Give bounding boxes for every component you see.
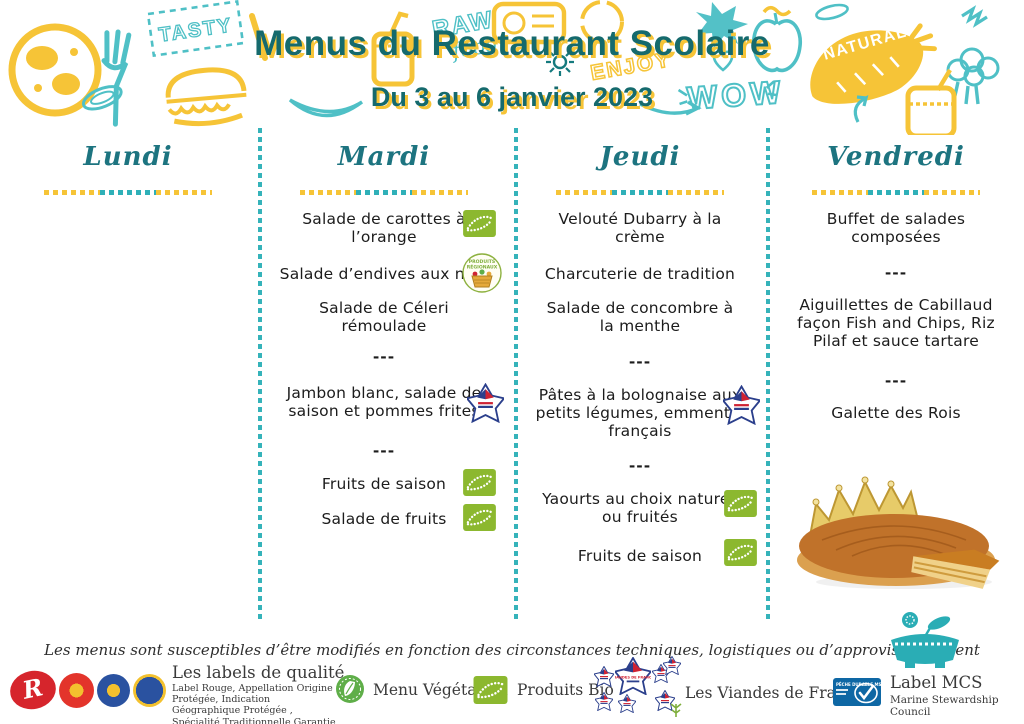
viandes-de-france-icon xyxy=(594,666,614,687)
pizza-doodle xyxy=(8,23,102,117)
page-title: Menus du Restaurant Scolaire xyxy=(254,24,770,63)
wow-doodle: WOW xyxy=(677,73,786,117)
day-header-mardi: Mardi xyxy=(337,142,431,172)
menu-item: Buffet de salades composées xyxy=(826,210,966,247)
sun-doodle xyxy=(546,48,574,76)
broccoli-doodle xyxy=(946,47,1000,105)
burger-doodle xyxy=(165,67,247,127)
banana-doodle xyxy=(288,98,364,118)
column-separator xyxy=(766,128,770,622)
menu-item: Yaourts au choix natures ou fruités xyxy=(542,490,738,527)
menu-item: Fruits de saison xyxy=(321,475,447,493)
splat-doodle xyxy=(696,2,748,48)
apple-doodle xyxy=(751,5,803,73)
column-separator xyxy=(514,128,518,622)
viandes-label: Les Viandes de France xyxy=(685,684,864,702)
viandes-de-france-icon xyxy=(723,385,760,425)
menu-item: Salade de concombre à la menthe xyxy=(546,299,734,336)
footer-disclaimer: Les menus sont susceptibles d’être modif… xyxy=(44,641,980,659)
day-underline xyxy=(300,190,468,195)
day-header-vendredi: Vendredi xyxy=(827,142,965,172)
labels-title: Les labels de qualité xyxy=(172,663,345,682)
viandes-de-france-main-icon: VIANDES DE FRANCE xyxy=(615,657,651,695)
viandes-de-france-icon xyxy=(663,656,681,675)
sprig-doodle xyxy=(670,703,682,717)
course-separator: --- xyxy=(372,442,396,460)
column-vendredi: Vendredi Buffet de salades composées ---… xyxy=(778,130,1014,630)
bio-label: Produits Bio xyxy=(517,681,614,699)
course-separator: --- xyxy=(884,264,908,282)
svg-text:PRODUITS: PRODUITS xyxy=(469,259,496,265)
igp-logo xyxy=(97,674,130,707)
column-lundi: Lundi xyxy=(10,130,246,630)
arrow-doodle xyxy=(639,100,702,116)
day-underline xyxy=(556,190,724,195)
bio-icon xyxy=(463,210,496,237)
jar-doodle xyxy=(905,68,957,135)
msc-logo: PÊCHE DURABLE MSC xyxy=(833,678,881,706)
menu-item: Aiguillettes de Cabillaud façon Fish and… xyxy=(797,296,995,351)
viandes-de-france-icon xyxy=(618,694,636,713)
course-separator: --- xyxy=(884,372,908,390)
svg-text:RÉGIONAUX: RÉGIONAUX xyxy=(467,263,498,271)
bio-icon xyxy=(463,504,496,531)
menu-item: Charcuterie de tradition xyxy=(544,265,736,283)
msc-subtitle: Marine Stewardship Council xyxy=(890,694,999,719)
fry-doodle xyxy=(249,13,268,61)
zigzag-doodle xyxy=(961,5,988,28)
course-separator: --- xyxy=(628,457,652,475)
fork-doodle xyxy=(101,29,132,127)
produits-regionaux-icon: PRODUITS RÉGIONAUX xyxy=(462,253,502,293)
vegetarian-icon xyxy=(336,675,364,703)
menu-item: Fruits de saison xyxy=(577,547,703,565)
aop-logo xyxy=(59,673,94,708)
svg-text:PÊCHE DURABLE MSC: PÊCHE DURABLE MSC xyxy=(836,682,881,687)
column-mardi: Mardi Salade de carottes à l’orange Sala… xyxy=(266,130,502,630)
column-jeudi: Jeudi Velouté Dubarry à la crème Charcut… xyxy=(522,130,758,630)
label-rouge-letter: R xyxy=(19,672,46,705)
day-header-jeudi: Jeudi xyxy=(599,142,681,172)
course-separator: --- xyxy=(628,353,652,371)
viandes-de-france-icon xyxy=(467,383,504,423)
labels-subtitle: Label Rouge, Appellation Origine Protégé… xyxy=(172,683,336,724)
column-separator xyxy=(258,128,262,622)
day-header-lundi: Lundi xyxy=(83,142,173,172)
salad-bowl-doodle xyxy=(891,612,959,668)
course-separator: --- xyxy=(372,348,396,366)
viandes-de-france-icon xyxy=(595,692,613,711)
lunchbox-doodle xyxy=(491,1,567,45)
olive-doodle xyxy=(81,85,123,111)
bio-icon xyxy=(724,490,757,517)
scribble-ring-doodle xyxy=(580,0,624,44)
heart-doodle xyxy=(712,50,734,72)
menu-item: Salade de fruits xyxy=(321,510,447,528)
curl-arrow-doodle xyxy=(853,95,869,123)
bio-icon xyxy=(463,469,496,496)
stg-logo xyxy=(133,674,166,707)
raw-food-doodle: RAW food xyxy=(429,6,500,64)
menu-item: Pâtes à la bolognaise aux petits légumes… xyxy=(535,386,745,441)
menu-item: Salade de carottes à l’orange xyxy=(302,210,466,247)
menu-item: Galette des Rois xyxy=(831,404,961,422)
header-doodles: TASTY RAW food xyxy=(8,0,1000,135)
msc-title: Label MCS xyxy=(890,673,983,692)
day-underline xyxy=(44,190,212,195)
menu-item: Velouté Dubarry à la crème xyxy=(558,210,722,247)
cup-doodle xyxy=(371,11,415,87)
day-underline xyxy=(812,190,980,195)
page-subtitle: Du 3 au 6 janvier 2023 xyxy=(370,82,654,112)
menu-item: Jambon blanc, salade de saison et pommes… xyxy=(286,384,482,421)
bio-icon xyxy=(473,676,508,704)
leaf-doodle xyxy=(815,3,849,21)
menu-item: Salade de Céleri rémoulade xyxy=(319,299,449,336)
bio-icon xyxy=(724,539,757,566)
menu-item: Salade d’endives aux noix xyxy=(279,265,489,283)
label-rouge-logo: R xyxy=(6,666,60,714)
galette-des-rois-photo xyxy=(797,476,1000,589)
svg-text:VIANDES DE FRANCE: VIANDES DE FRANCE xyxy=(615,676,651,680)
